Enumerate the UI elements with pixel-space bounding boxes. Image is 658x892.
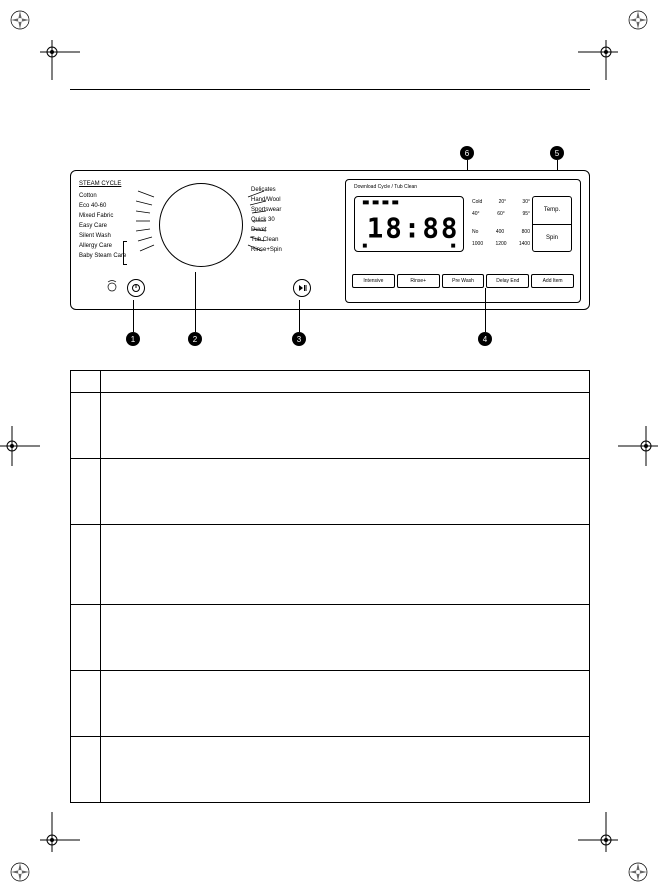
cycle-labels-right: Delicates Hand/Wool Sportswear Quick 30 … — [251, 185, 282, 255]
cycle-label: Mixed Fabric — [79, 211, 126, 221]
temp-val: 95° — [522, 208, 530, 220]
cycle-label: Silent Wash — [79, 231, 126, 241]
table-row — [71, 671, 590, 737]
cropmark-ml — [0, 426, 40, 466]
callout-2: 2 — [188, 332, 202, 346]
cycle-label: Easy Care — [79, 221, 126, 231]
callout-5: 5 — [550, 146, 564, 160]
corner-ornament-bl — [8, 860, 32, 884]
corner-ornament-tr — [626, 8, 650, 32]
callout-3: 3 — [292, 332, 306, 346]
remote-start-icon — [103, 277, 121, 295]
cycle-label: Quick 30 — [251, 215, 282, 225]
callout-1: 1 — [126, 332, 140, 346]
table-header-desc — [101, 371, 590, 393]
callout-6: 6 — [460, 146, 474, 160]
temp-val: 20° — [499, 196, 507, 208]
option-rinse-plus[interactable]: Rinse+ — [397, 274, 440, 288]
table-cell-desc — [101, 671, 590, 737]
table-cell-desc — [101, 605, 590, 671]
power-icon — [131, 283, 141, 293]
temp-spin-values: Cold 20° 30° 40° 60° 95° No 400 800 1000 1200 14… — [472, 196, 530, 250]
cycle-labels-left: STEAM CYCLE Cotton Eco 40-60 Mixed Fabri… — [79, 179, 126, 261]
cycle-label: Tub Clean — [251, 235, 282, 245]
table-cell-desc — [101, 393, 590, 459]
lcd-display: 18:88 — [354, 196, 464, 252]
cycle-label: Sportswear — [251, 205, 282, 215]
table-cell-num — [71, 393, 101, 459]
callout-4: 4 — [478, 332, 492, 346]
cycle-label: Allergy Care — [79, 241, 126, 251]
svg-text:18:88: 18:88 — [367, 213, 460, 245]
table-cell-num — [71, 737, 101, 803]
callout-line-1 — [133, 300, 134, 332]
table-row — [71, 605, 590, 671]
power-button[interactable] — [127, 279, 145, 297]
cycle-label: Baby Steam Care — [79, 251, 126, 261]
callout-line-3 — [299, 300, 300, 332]
cycle-label: Delicates — [251, 185, 282, 195]
control-panel-diagram: 5 6 STEAM CYCLE Cotton Eco 40-60 Mixed F… — [70, 170, 590, 330]
temp-val: 30° — [522, 196, 530, 208]
spin-val: 1400 — [519, 238, 530, 250]
table-cell-num — [71, 605, 101, 671]
corner-ornament-tl — [8, 8, 32, 32]
seven-seg-icon: 18:88 — [355, 196, 463, 252]
option-pre-wash[interactable]: Pre Wash — [442, 274, 485, 288]
option-intensive[interactable]: Intensive — [352, 274, 395, 288]
temp-spin-box: Temp. Spin — [532, 196, 572, 252]
spin-val: 1200 — [495, 238, 506, 250]
spin-val: 1000 — [472, 238, 483, 250]
table-cell-desc — [101, 459, 590, 525]
temp-val: 40° — [472, 208, 480, 220]
table-row — [71, 459, 590, 525]
cycle-label: Rinse+Spin — [251, 245, 282, 255]
temp-val: 60° — [497, 208, 505, 220]
spin-val: 400 — [496, 226, 504, 238]
control-panel: STEAM CYCLE Cotton Eco 40-60 Mixed Fabri… — [70, 170, 590, 310]
table-cell-num — [71, 525, 101, 605]
page-content: 5 6 STEAM CYCLE Cotton Eco 40-60 Mixed F… — [70, 70, 590, 822]
option-buttons: Intensive Rinse+ Pre Wash Delay End Add … — [352, 274, 574, 288]
cycle-label: Hand/Wool — [251, 195, 282, 205]
corner-ornament-br — [626, 860, 650, 884]
callout-line-4 — [485, 288, 486, 332]
option-add-item[interactable]: Add Item — [531, 274, 574, 288]
cycle-label: Cotton — [79, 191, 126, 201]
table-cell-num — [71, 459, 101, 525]
start-pause-button[interactable] — [293, 279, 311, 297]
description-table — [70, 370, 590, 803]
table-row — [71, 393, 590, 459]
display-tag-label: Download Cycle / Tub Clean — [354, 184, 417, 190]
cycle-label: Duvet — [251, 225, 282, 235]
program-dial[interactable] — [159, 183, 243, 267]
table-cell-num — [71, 671, 101, 737]
table-cell-desc — [101, 737, 590, 803]
table-header-num — [71, 371, 101, 393]
option-delay-end[interactable]: Delay End — [486, 274, 529, 288]
title-rule — [70, 70, 590, 90]
spin-val: No — [472, 226, 478, 238]
spin-button[interactable]: Spin — [533, 225, 571, 252]
callout-line-2 — [195, 272, 196, 332]
table-row — [71, 525, 590, 605]
temp-button[interactable]: Temp. — [533, 197, 571, 225]
steam-header: STEAM CYCLE — [79, 179, 126, 189]
play-pause-icon — [297, 283, 307, 293]
spin-val: 800 — [522, 226, 530, 238]
temp-val: Cold — [472, 196, 482, 208]
cycle-bracket — [123, 241, 127, 265]
table-cell-desc — [101, 525, 590, 605]
cycle-label: Eco 40-60 — [79, 201, 126, 211]
display-area: Download Cycle / Tub Clean 18:88 — [345, 179, 581, 303]
cropmark-mr — [618, 426, 658, 466]
table-row — [71, 737, 590, 803]
